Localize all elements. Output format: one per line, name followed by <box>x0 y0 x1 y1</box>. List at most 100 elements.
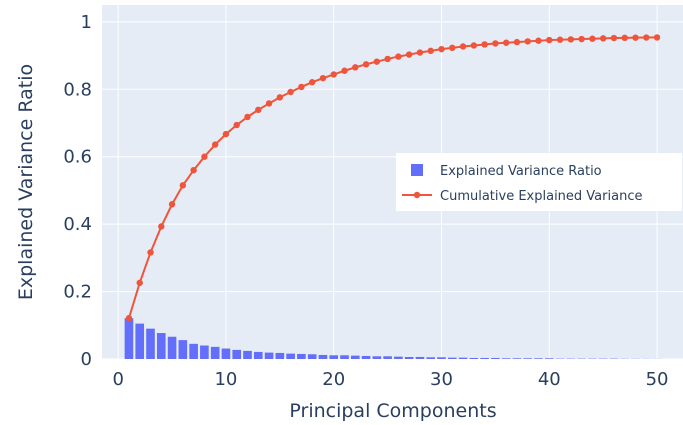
cumulative-point <box>341 67 348 74</box>
x-tick-label: 20 <box>322 369 345 390</box>
cumulative-point <box>578 35 585 43</box>
bar <box>135 323 145 359</box>
bar <box>243 350 252 359</box>
cumulative-point <box>535 37 542 44</box>
cumulative-point <box>524 38 531 45</box>
cumulative-point <box>362 61 370 68</box>
line-layer <box>125 34 661 322</box>
legend-label-bar: Explained Variance Ratio <box>440 164 602 179</box>
cumulative-point <box>502 39 510 46</box>
bar <box>534 358 543 359</box>
bar <box>297 353 306 359</box>
cumulative-point <box>287 88 294 96</box>
bar <box>307 354 317 359</box>
bar <box>340 355 349 359</box>
cumulative-point <box>168 201 176 208</box>
cumulative-point <box>589 35 596 42</box>
cumulative-point <box>599 35 607 42</box>
y-tick-label: 0.6 <box>63 147 92 168</box>
bar <box>275 352 285 359</box>
bar <box>146 328 155 359</box>
x-tick-label: 50 <box>646 369 669 390</box>
cumulative-point <box>190 167 197 174</box>
bar <box>350 355 360 359</box>
x-tick-label: 10 <box>214 369 237 390</box>
y-axis-title: Explained Variance Ratio <box>15 64 37 300</box>
cumulative-point <box>147 249 154 256</box>
bar <box>426 357 436 359</box>
cumulative-point <box>416 49 424 56</box>
cumulative-point <box>653 34 661 41</box>
cumulative-point <box>513 38 521 46</box>
cumulative-point <box>427 47 434 55</box>
bar <box>404 356 414 359</box>
cumulative-point <box>276 94 284 101</box>
bar <box>372 356 382 359</box>
bar <box>124 318 134 359</box>
bar <box>447 357 457 359</box>
cumulative-point <box>136 279 143 287</box>
cumulative-point <box>319 74 327 82</box>
cumulative-point <box>632 34 639 41</box>
cumulative-point <box>395 53 402 60</box>
cumulative-point <box>330 71 337 78</box>
cumulative-point <box>233 121 240 129</box>
bar <box>415 356 425 359</box>
bar <box>156 333 166 359</box>
legend-swatch-marker <box>413 191 421 199</box>
legend: Explained Variance Ratio Cumulative Expl… <box>396 153 682 211</box>
bar <box>329 355 339 359</box>
cumulative-point <box>621 34 628 42</box>
x-tick-label: 30 <box>430 369 453 390</box>
bar <box>286 353 295 359</box>
x-tick-label: 40 <box>538 369 561 390</box>
bar <box>512 358 522 359</box>
cumulative-point <box>308 79 316 86</box>
bar <box>458 357 468 359</box>
bar <box>383 356 392 359</box>
cumulative-point <box>459 43 467 50</box>
cumulative-point <box>265 100 273 107</box>
bar <box>361 355 371 359</box>
y-tick-label: 1 <box>81 12 92 33</box>
cumulative-point <box>643 34 650 41</box>
cumulative-point <box>492 40 499 47</box>
cumulative-point <box>546 36 553 44</box>
bar <box>253 351 263 359</box>
cumulative-point <box>449 44 456 52</box>
cumulative-point <box>158 223 165 230</box>
y-tick-label: 0.4 <box>63 214 92 235</box>
x-axis-title: Principal Components <box>289 400 496 422</box>
bar <box>523 358 533 359</box>
cumulative-point <box>438 45 445 53</box>
bar <box>232 349 242 359</box>
legend-label-line: Cumulative Explained Variance <box>440 189 642 204</box>
bar <box>491 357 500 359</box>
bar <box>544 358 554 359</box>
cumulative-point <box>201 153 208 160</box>
legend-swatch-bar <box>411 164 423 176</box>
bar <box>469 357 479 359</box>
bar <box>189 343 198 359</box>
bar <box>264 352 274 359</box>
cumulative-point <box>610 34 618 42</box>
bar <box>318 354 328 359</box>
cumulative-point <box>567 36 575 43</box>
bar <box>200 345 209 359</box>
cumulative-point <box>222 130 230 138</box>
cumulative-point <box>470 42 478 49</box>
bar <box>167 336 177 359</box>
bar <box>501 358 511 359</box>
cumulative-point <box>373 58 381 65</box>
bar <box>394 356 403 359</box>
y-tick-label: 0 <box>81 349 92 370</box>
bar <box>178 340 188 359</box>
bar <box>221 348 231 359</box>
cumulative-point <box>405 51 413 58</box>
bars-layer <box>124 318 662 359</box>
x-tick-label: 0 <box>112 369 123 390</box>
cumulative-point <box>352 64 359 71</box>
y-tick-label: 0.8 <box>63 79 92 100</box>
